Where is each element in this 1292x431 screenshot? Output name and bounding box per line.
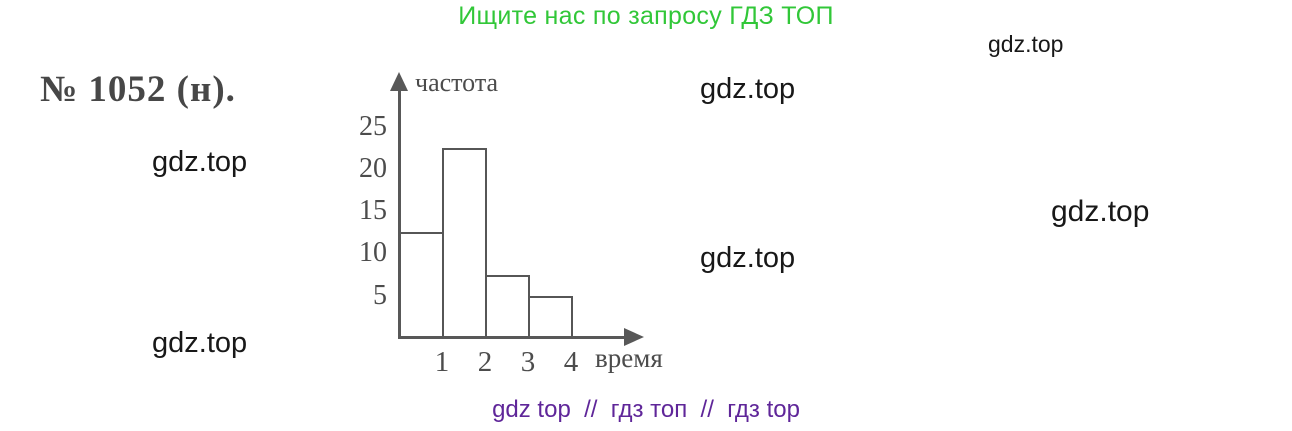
x-tick-label: 2 bbox=[477, 346, 493, 378]
histogram-bar bbox=[528, 296, 573, 338]
x-tick-label: 4 bbox=[563, 346, 579, 378]
watermark: gdz.top bbox=[700, 73, 796, 105]
histogram-chart: 5 10 15 20 25 1 2 3 4 частота время bbox=[335, 66, 695, 406]
y-tick-label: 10 bbox=[359, 237, 387, 269]
x-axis-arrow-icon bbox=[624, 328, 644, 346]
x-tick-label: 1 bbox=[434, 346, 450, 378]
watermark: gdz.top bbox=[152, 327, 248, 359]
promo-header-text: Ищите нас по запросу ГДЗ ТОП bbox=[458, 2, 834, 30]
y-axis-label: частота bbox=[415, 68, 499, 97]
x-tick-label: 3 bbox=[520, 346, 536, 378]
histogram-bar bbox=[485, 275, 530, 338]
footer-watermark-text: gdz top // гдз топ // гдз top bbox=[492, 396, 800, 423]
watermark: gdz.top bbox=[988, 31, 1064, 57]
histogram-bar bbox=[399, 232, 444, 338]
y-tick-label: 25 bbox=[359, 110, 387, 142]
y-axis-arrow-icon bbox=[390, 72, 408, 91]
histogram-bar bbox=[442, 148, 487, 338]
x-axis-label: время bbox=[595, 343, 663, 373]
watermark: gdz.top bbox=[152, 146, 248, 178]
problem-number: № 1052 (н). bbox=[40, 69, 236, 110]
x-axis-line bbox=[398, 336, 626, 339]
y-axis-line bbox=[398, 88, 401, 338]
watermark: gdz.top bbox=[1051, 195, 1150, 228]
y-tick-label: 5 bbox=[373, 279, 387, 311]
y-tick-label: 20 bbox=[359, 152, 387, 184]
watermark: gdz.top bbox=[700, 242, 796, 274]
y-tick-label: 15 bbox=[359, 195, 387, 227]
